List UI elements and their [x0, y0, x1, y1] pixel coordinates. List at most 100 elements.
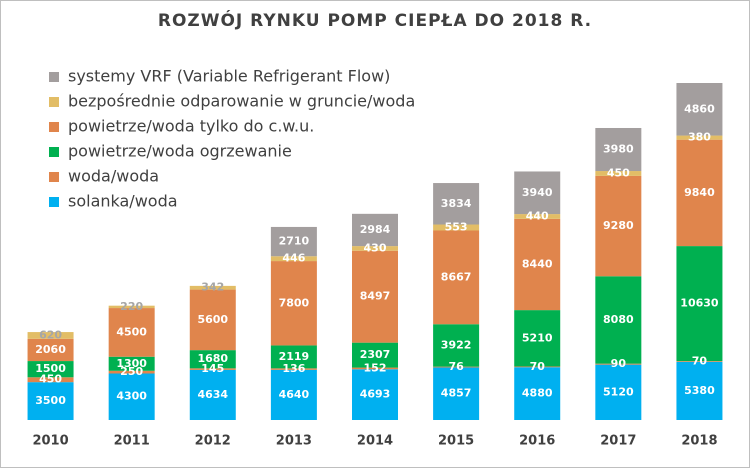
- x-tick-label: 2014: [357, 434, 393, 449]
- data-label: 620: [39, 328, 62, 341]
- data-label: 553: [445, 221, 468, 234]
- bar-segment: [352, 369, 398, 420]
- bar-segment: [108, 356, 155, 371]
- bar-segment: [676, 135, 723, 140]
- bar-segment: [595, 127, 642, 172]
- data-label: 9280: [603, 219, 634, 232]
- x-tick-label: 2013: [276, 434, 312, 449]
- data-label: 145: [201, 362, 224, 375]
- data-label: 4640: [279, 388, 310, 401]
- x-tick-label: 2017: [600, 434, 636, 449]
- bar-segment: [352, 213, 398, 247]
- data-label: 3922: [441, 338, 472, 351]
- data-label: 2710: [279, 235, 310, 248]
- x-tick-label: 2015: [438, 434, 474, 449]
- data-label: 2984: [360, 223, 391, 236]
- legend-swatch: [49, 147, 59, 157]
- data-label: 8667: [441, 270, 472, 283]
- bar-segment: [595, 364, 642, 420]
- legend-label: powietrze/woda tylko do c.w.u.: [68, 117, 314, 136]
- data-label: 380: [688, 131, 711, 144]
- bar-segment: [433, 230, 480, 325]
- bar-segment: [514, 214, 561, 219]
- bar-segment: [676, 83, 723, 136]
- data-label: 70: [692, 354, 708, 367]
- bar-segment: [270, 226, 317, 257]
- data-label: 3834: [441, 197, 472, 210]
- data-label: 5600: [197, 313, 228, 326]
- bar-segment: [595, 363, 642, 365]
- bar-segment: [27, 338, 74, 362]
- x-tick-label: 2018: [681, 434, 717, 449]
- x-tick-label: 2012: [195, 434, 231, 449]
- legend-label: woda/woda: [68, 167, 159, 186]
- data-label: 220: [120, 300, 143, 313]
- data-label: 2307: [360, 348, 391, 361]
- data-label: 8440: [522, 257, 553, 270]
- bar-segment: [108, 308, 155, 357]
- bar-segment: [433, 224, 480, 231]
- bar-segment: [676, 361, 723, 420]
- legend-swatch: [49, 172, 59, 182]
- data-label: 4300: [116, 390, 147, 403]
- bar-segment: [514, 366, 561, 368]
- data-label: 450: [39, 373, 62, 386]
- data-label: 440: [526, 209, 549, 222]
- bar-segment: [433, 367, 480, 420]
- bar-segment: [352, 250, 398, 343]
- bar-segment: [27, 377, 74, 383]
- data-label: 70: [530, 360, 546, 373]
- data-label: 3940: [522, 186, 553, 199]
- bar-segment: [270, 256, 317, 262]
- legend-label: bezpośrednie odparowanie w gruncie/woda: [68, 92, 415, 111]
- bar-segment: [514, 310, 561, 367]
- legend-swatch: [49, 197, 59, 207]
- data-label: 5210: [522, 331, 553, 344]
- data-label: 4693: [360, 388, 391, 401]
- bar-segment: [595, 175, 642, 277]
- bar-segment: [433, 366, 480, 368]
- data-label: 5380: [684, 384, 715, 397]
- bar-segment: [595, 276, 642, 364]
- data-label: 136: [282, 362, 305, 375]
- data-label: 10630: [680, 297, 719, 310]
- data-label: 4880: [522, 387, 553, 400]
- data-label: 1680: [197, 352, 228, 365]
- data-label: 8080: [603, 313, 634, 326]
- x-tick-label: 2010: [32, 434, 68, 449]
- bar-segment: [108, 305, 155, 309]
- data-label: 8497: [360, 290, 391, 303]
- legend-label: solanka/woda: [68, 192, 178, 211]
- bar-segment: [27, 361, 74, 378]
- data-label: 450: [607, 166, 630, 179]
- x-tick-label: 2016: [519, 434, 555, 449]
- data-label: 446: [282, 252, 305, 265]
- bar-segment: [676, 139, 723, 247]
- data-label: 1300: [116, 357, 147, 370]
- data-label: 7800: [279, 296, 310, 309]
- bar-segment: [189, 289, 236, 351]
- bar-segment: [352, 367, 398, 370]
- bar-segment: [189, 369, 236, 420]
- legend-label: powietrze/woda ogrzewanie: [68, 142, 292, 161]
- data-label: 90: [611, 357, 627, 370]
- data-label: 430: [364, 241, 387, 254]
- bar-segment: [676, 361, 723, 362]
- data-label: 4860: [684, 102, 715, 115]
- bar-segment: [189, 285, 236, 290]
- data-label: 76: [448, 360, 464, 373]
- data-label: 152: [364, 361, 387, 374]
- bar-segment: [189, 368, 236, 370]
- chart-title: ROZWÓJ RYNKU POMP CIEPŁA DO 2018 R.: [158, 9, 592, 31]
- data-label: 3500: [35, 394, 66, 407]
- legend-label: systemy VRF (Variable Refrigerant Flow): [68, 67, 390, 86]
- data-label: 4857: [441, 387, 472, 400]
- data-label: 4634: [197, 388, 228, 401]
- legend-swatch: [49, 122, 59, 132]
- bar-segment: [270, 261, 317, 346]
- data-label: 9840: [684, 186, 715, 199]
- bar-segment: [27, 332, 74, 339]
- bar-segment: [433, 183, 480, 225]
- bar-segment: [108, 370, 155, 374]
